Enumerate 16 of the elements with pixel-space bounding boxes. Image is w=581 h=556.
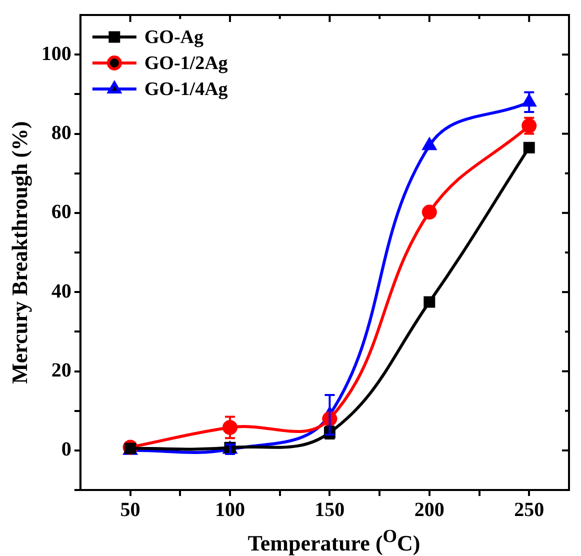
x-tick-label: 50	[120, 499, 140, 522]
x-axis-title: Temperature ($^{O}$C)	[246, 526, 422, 556]
y-tick-label: 20	[51, 359, 72, 382]
x-tick-label: 100	[214, 499, 245, 522]
x-tick-label: 200	[414, 499, 444, 522]
legend-label: GO-1/2Ag	[144, 52, 228, 74]
legend-label: GO-Ag	[144, 26, 204, 48]
y-tick-label: 60	[51, 201, 72, 224]
y-tick-label: 40	[51, 280, 72, 302]
y-tick-label: 0	[61, 438, 72, 461]
y-tick-label: 80	[51, 122, 72, 144]
x-tick-label: 250	[514, 499, 544, 522]
legend-label: GO-1/4Ag	[144, 78, 228, 100]
y-tick-label: 100	[41, 42, 72, 65]
x-tick-label: 150	[314, 499, 345, 522]
y-axis-title: Mercury Breakthrough (%)	[6, 121, 32, 384]
